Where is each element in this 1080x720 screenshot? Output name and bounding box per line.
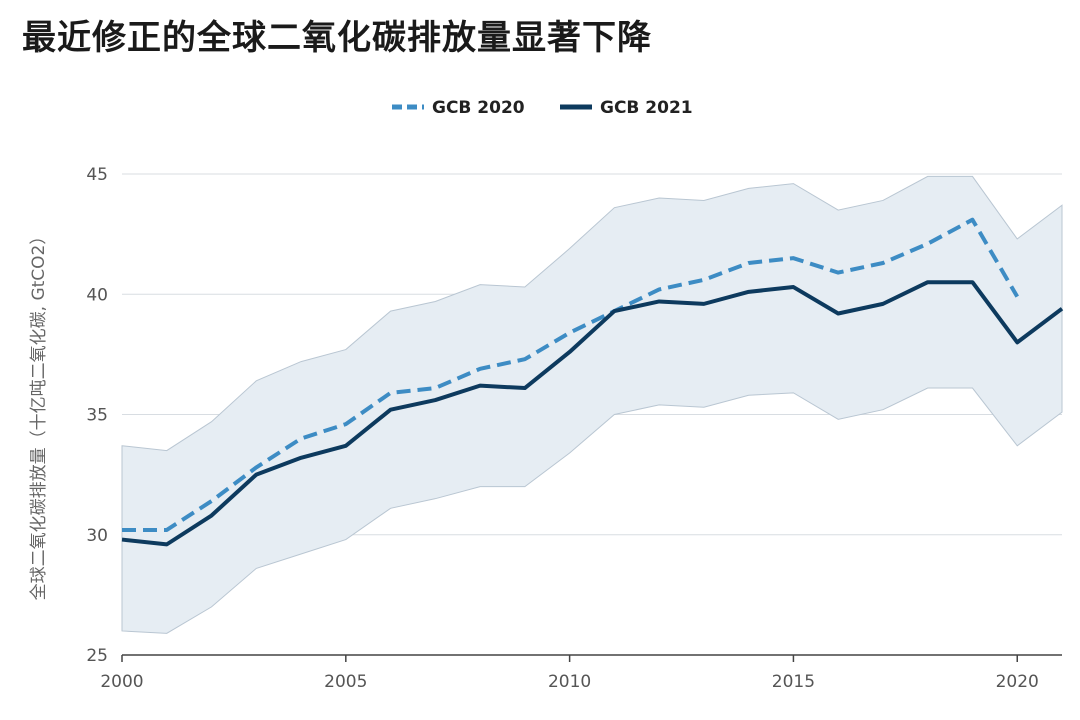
x-tick-label: 2015 xyxy=(772,672,815,692)
y-axis-label: 全球二氧化碳排放量（十亿吨二氧化碳, GtCO2） xyxy=(29,228,49,601)
y-tick-label: 45 xyxy=(86,165,108,185)
legend-label: GCB 2020 xyxy=(432,98,525,118)
y-tick-label: 30 xyxy=(86,526,108,546)
legend: GCB 2020 GCB 2021 xyxy=(392,98,693,118)
y-axis: 25 30 35 40 45 xyxy=(86,165,108,666)
series-line-gcb-2020 xyxy=(122,217,1019,532)
x-tick-label: 2005 xyxy=(324,672,367,692)
y-tick-label: 35 xyxy=(86,406,108,426)
x-tick-label: 2000 xyxy=(100,672,143,692)
uncertainty-band xyxy=(121,175,1063,634)
x-tick-label: 2010 xyxy=(548,672,591,692)
series-line-gcb-2021 xyxy=(121,280,1064,547)
uncertainty-band-group xyxy=(121,175,1063,634)
legend-label: GCB 2021 xyxy=(600,98,693,118)
x-tick-label: 2020 xyxy=(996,672,1039,692)
y-tick-label: 40 xyxy=(86,285,108,305)
chart-title: 最近修正的全球二氧化碳排放量显著下降 xyxy=(22,18,652,58)
y-tick-label: 25 xyxy=(86,646,108,666)
series-lines xyxy=(121,217,1064,547)
x-axis: 2000 2005 2010 2015 2020 xyxy=(100,654,1062,692)
